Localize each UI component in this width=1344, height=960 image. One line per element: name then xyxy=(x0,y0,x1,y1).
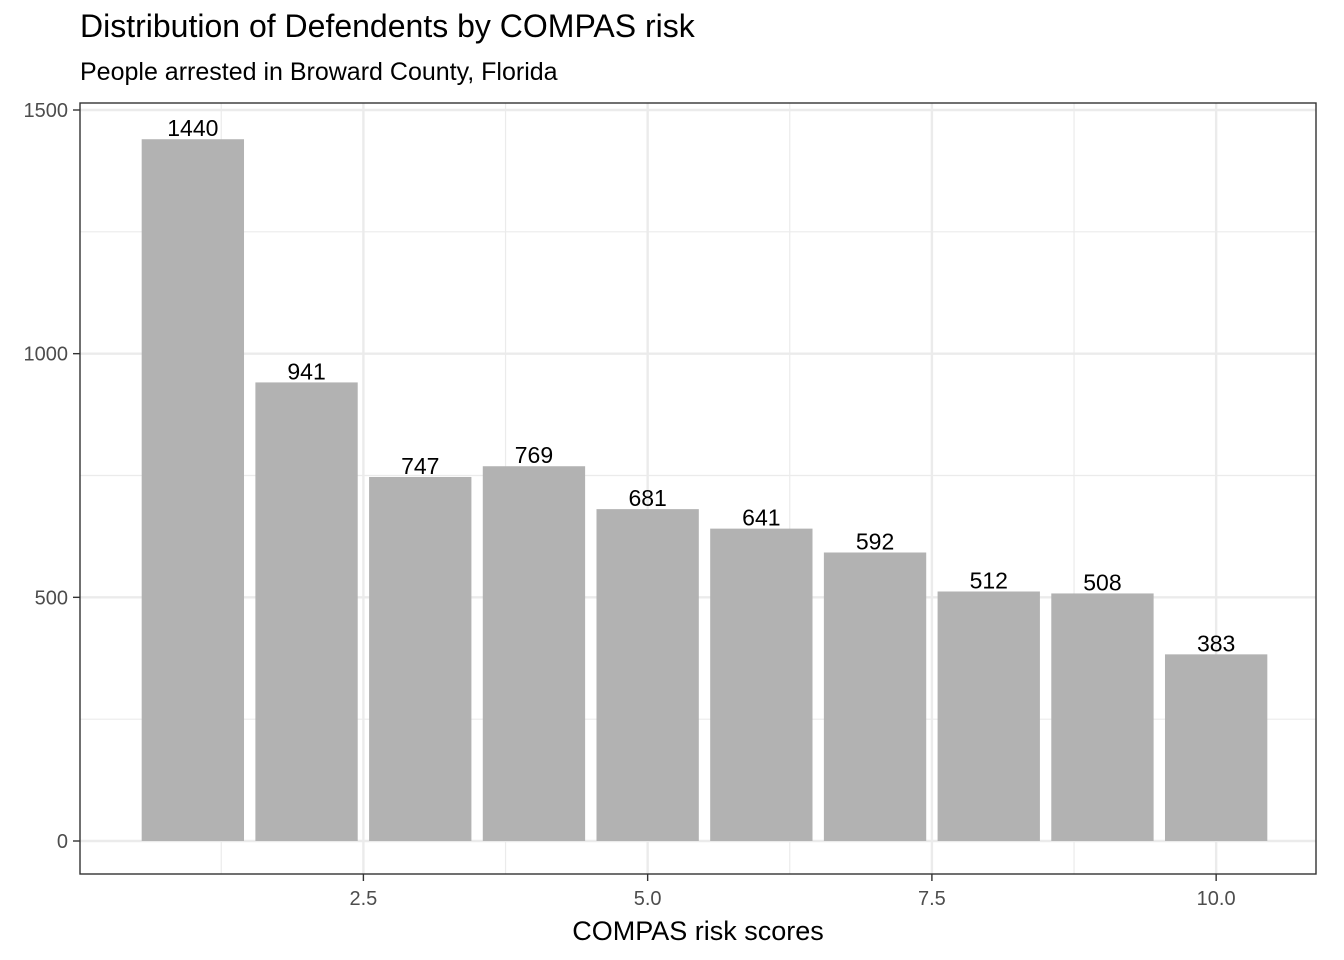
y-tick-label: 1500 xyxy=(24,100,69,122)
bar-score-8 xyxy=(937,591,1040,841)
bar-value-label: 508 xyxy=(1083,569,1121,595)
bar-value-label: 641 xyxy=(742,505,780,531)
bar-value-label: 512 xyxy=(970,567,1008,593)
bar-value-labels: 1440 941 747 769 681 641 592 512 508 383 xyxy=(167,115,1235,656)
bar-value-label: 747 xyxy=(401,453,439,479)
y-axis: 0 500 1000 1500 xyxy=(24,100,80,853)
bar-score-2 xyxy=(255,382,358,841)
bar-score-9 xyxy=(1051,593,1154,841)
bar-value-label: 383 xyxy=(1197,630,1235,656)
bar-score-7 xyxy=(823,552,927,841)
x-tick-label: 10.0 xyxy=(1197,888,1236,910)
bar-value-label: 592 xyxy=(856,528,894,554)
bar-value-label: 941 xyxy=(287,358,325,384)
bar-value-label: 681 xyxy=(628,485,666,511)
bar-value-label: 1440 xyxy=(167,115,218,141)
panel-border xyxy=(79,102,1317,875)
bar-score-4 xyxy=(482,466,586,841)
bar-value-label: 769 xyxy=(515,442,553,468)
x-tick-label: 5.0 xyxy=(634,888,662,910)
y-tick-label: 1000 xyxy=(24,344,69,366)
x-axis-title: COMPAS risk scores xyxy=(572,916,824,946)
bar-score-6 xyxy=(710,528,813,841)
y-tick-label: 500 xyxy=(35,587,68,609)
x-axis: 2.5 5.0 7.5 10.0 xyxy=(349,874,1236,910)
chart-subtitle: People arrested in Broward County, Flori… xyxy=(80,58,558,86)
chart-title: Distribution of Defendents by COMPAS ris… xyxy=(80,8,695,44)
bars xyxy=(141,139,1268,842)
bar-score-3 xyxy=(369,476,472,841)
x-tick-label: 7.5 xyxy=(918,888,946,910)
bar-score-10 xyxy=(1164,654,1268,841)
y-tick-label: 0 xyxy=(57,831,68,853)
bar-score-5 xyxy=(596,509,699,841)
x-tick-label: 2.5 xyxy=(349,888,377,910)
bar-score-1 xyxy=(141,139,245,842)
